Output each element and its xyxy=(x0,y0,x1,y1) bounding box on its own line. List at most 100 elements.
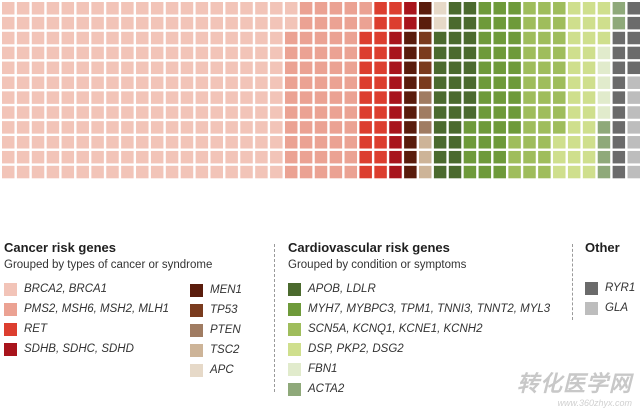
waffle-cell xyxy=(419,16,432,30)
waffle-cell xyxy=(463,2,477,15)
legend-cancer-subtitle: Grouped by types of cancer or syndrome xyxy=(4,259,213,271)
waffle-cell xyxy=(329,106,343,119)
waffle-cell xyxy=(478,2,492,15)
waffle-cell xyxy=(344,2,358,15)
waffle-cell xyxy=(240,16,253,30)
waffle-cell xyxy=(46,76,60,89)
waffle-cell xyxy=(523,76,536,89)
waffle-cell xyxy=(195,31,209,45)
waffle-cell xyxy=(180,46,194,60)
legend-divider xyxy=(572,244,573,320)
waffle-cell xyxy=(567,31,581,45)
waffle-cell xyxy=(225,2,238,15)
legend-other-title: Other xyxy=(585,240,620,255)
waffle-cell xyxy=(404,91,417,104)
waffle-cell xyxy=(76,150,89,164)
waffle-cell xyxy=(582,91,596,104)
waffle-cell xyxy=(31,16,45,30)
waffle-cell xyxy=(165,2,179,15)
waffle-cell xyxy=(359,136,372,149)
waffle-cell xyxy=(91,91,104,104)
waffle-cell xyxy=(389,136,402,149)
waffle-cell xyxy=(76,61,89,75)
waffle-cell xyxy=(31,46,45,60)
waffle-cell xyxy=(359,61,372,75)
waffle-cell xyxy=(76,46,89,60)
waffle-cell xyxy=(16,91,30,104)
waffle-cell xyxy=(61,46,75,60)
watermark-url: www.360zhyx.com xyxy=(557,398,632,408)
waffle-cell xyxy=(150,121,164,134)
waffle-cell xyxy=(493,16,506,30)
legend-item-apc: APC xyxy=(190,362,242,378)
waffle-cell xyxy=(195,16,209,30)
waffle-cell xyxy=(180,106,194,119)
waffle-cell xyxy=(136,150,149,164)
waffle-cell xyxy=(553,16,566,30)
waffle-cell xyxy=(389,2,402,15)
waffle-cell xyxy=(523,106,536,119)
waffle-cell xyxy=(136,106,149,119)
waffle-cell xyxy=(389,91,402,104)
waffle-cell xyxy=(180,150,194,164)
waffle-cell xyxy=(180,2,194,15)
waffle-cell xyxy=(106,121,119,134)
waffle-cell xyxy=(2,121,15,134)
waffle-cell xyxy=(627,76,640,89)
waffle-cell xyxy=(106,165,119,179)
waffle-cell xyxy=(314,46,328,60)
waffle-cell xyxy=(136,165,149,179)
waffle-cell xyxy=(448,16,462,30)
waffle-cell xyxy=(91,165,104,179)
waffle-cell xyxy=(478,121,492,134)
waffle-cell xyxy=(255,2,268,15)
legend-swatch xyxy=(4,342,17,356)
waffle-cell xyxy=(270,46,283,60)
waffle-cell xyxy=(612,136,626,149)
waffle-cell xyxy=(240,136,253,149)
waffle-cell xyxy=(195,46,209,60)
waffle-cell xyxy=(419,2,432,15)
waffle-cell xyxy=(225,136,238,149)
waffle-cell xyxy=(270,121,283,134)
waffle-cell xyxy=(31,150,45,164)
waffle-chart xyxy=(2,2,640,179)
waffle-cell xyxy=(419,76,432,89)
waffle-cell xyxy=(46,106,60,119)
waffle-cell xyxy=(612,150,626,164)
waffle-cell xyxy=(478,91,492,104)
waffle-cell xyxy=(419,31,432,45)
waffle-cell xyxy=(61,150,75,164)
waffle-cell xyxy=(433,2,447,15)
waffle-cell xyxy=(121,76,134,89)
waffle-cell xyxy=(121,31,134,45)
legend-item-ret: RET xyxy=(4,321,212,337)
waffle-cell xyxy=(210,165,223,179)
waffle-cell xyxy=(225,31,238,45)
waffle-cell xyxy=(404,165,417,179)
waffle-cell xyxy=(284,61,298,75)
waffle-cell xyxy=(76,31,89,45)
waffle-cell xyxy=(255,76,268,89)
waffle-cell xyxy=(46,91,60,104)
legend-item-label: SCN5A, KCNQ1, KCNE1, KCNH2 xyxy=(308,323,483,335)
waffle-cell xyxy=(150,2,164,15)
waffle-cell xyxy=(76,2,89,15)
waffle-cell xyxy=(150,106,164,119)
waffle-cell xyxy=(344,46,358,60)
waffle-cell xyxy=(284,31,298,45)
waffle-cell xyxy=(61,165,75,179)
waffle-cell xyxy=(225,121,238,134)
waffle-cell xyxy=(329,76,343,89)
waffle-cell xyxy=(314,136,328,149)
waffle-cell xyxy=(389,16,402,30)
waffle-cell xyxy=(627,2,640,15)
waffle-cell xyxy=(463,121,477,134)
waffle-cell xyxy=(433,150,447,164)
legend-swatch xyxy=(288,282,301,296)
waffle-cell xyxy=(612,2,626,15)
waffle-cell xyxy=(106,16,119,30)
waffle-cell xyxy=(299,76,313,89)
waffle-cell xyxy=(270,61,283,75)
waffle-cell xyxy=(270,106,283,119)
